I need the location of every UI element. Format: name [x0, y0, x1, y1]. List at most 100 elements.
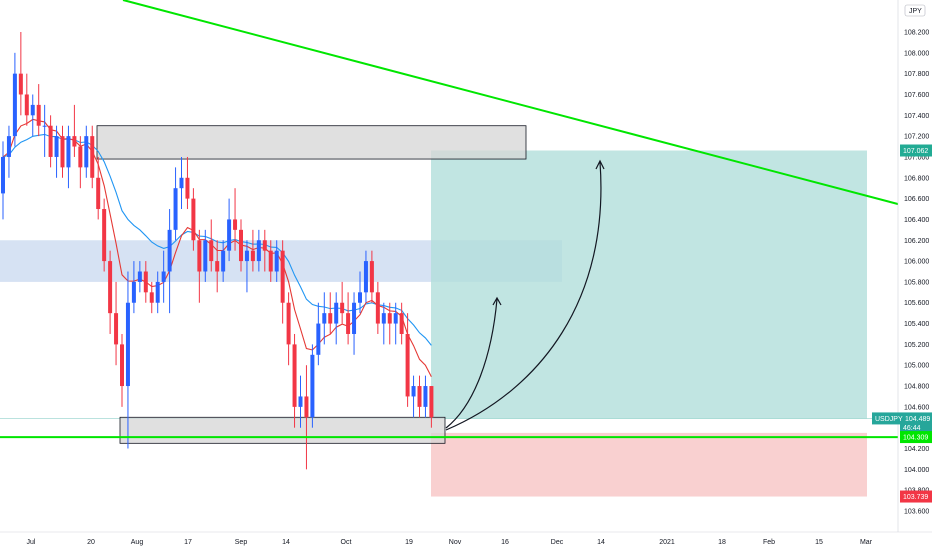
candle-body — [286, 302, 291, 345]
candle-body — [244, 250, 249, 262]
candle-body — [102, 209, 107, 262]
candle — [352, 292, 357, 355]
price-tag: 103.739 — [900, 490, 932, 503]
candle-body — [363, 261, 368, 293]
candle — [36, 84, 41, 137]
candle-body — [78, 146, 83, 168]
x-tick-label: 14 — [597, 539, 605, 546]
y-tick-label: 106.400 — [904, 217, 929, 224]
candle — [191, 188, 196, 251]
candle-body — [24, 94, 29, 116]
price-tag: USDJPY 104.489 — [872, 412, 932, 425]
candle — [429, 386, 434, 428]
candle — [167, 209, 172, 314]
candle-body — [215, 261, 220, 272]
candle-body — [155, 281, 160, 303]
candle-body — [96, 177, 101, 210]
candle — [405, 313, 410, 407]
arrow-head-short — [492, 296, 502, 306]
candle-body — [114, 313, 119, 345]
y-tick-label: 108.000 — [904, 50, 929, 57]
candle — [30, 94, 35, 137]
candle — [60, 125, 65, 178]
candle — [143, 261, 148, 303]
profit-zone — [431, 150, 867, 419]
candle-body — [12, 73, 17, 137]
candle — [1, 141, 5, 220]
x-tick-label: Feb — [763, 539, 775, 546]
candle-body — [340, 302, 345, 314]
candle — [90, 125, 95, 189]
candle-body — [262, 240, 267, 251]
candle — [221, 240, 226, 282]
price-tag-value: 107.062 — [903, 148, 928, 155]
candle — [48, 115, 53, 168]
candle-body — [316, 323, 321, 355]
price-axis-bg — [898, 0, 932, 550]
candle — [66, 125, 71, 189]
candle — [322, 292, 327, 345]
candle — [346, 292, 351, 345]
candle — [215, 240, 220, 293]
y-tick-label: 105.600 — [904, 300, 929, 307]
candle — [114, 281, 119, 366]
candle-body — [90, 136, 95, 178]
candle-body — [54, 136, 59, 157]
candle-body — [411, 386, 416, 397]
arrow-head-long — [595, 159, 605, 170]
candle-body — [30, 104, 35, 116]
candle — [334, 292, 339, 345]
candle — [340, 281, 345, 324]
price-tag-bg — [872, 412, 932, 425]
candle-body — [417, 386, 422, 407]
y-tick-label: 107.200 — [904, 134, 929, 141]
candle — [72, 104, 77, 157]
demand-zone — [119, 416, 446, 444]
candle — [286, 292, 291, 366]
candle — [108, 250, 113, 334]
loss-zone — [431, 432, 867, 497]
candle — [358, 271, 362, 314]
candle-body — [334, 302, 339, 324]
y-tick-label: 108.200 — [904, 30, 929, 37]
candles-layer — [1, 32, 434, 470]
x-tick-label: Jul — [27, 539, 36, 546]
candle — [393, 302, 398, 345]
x-tick-label: 14 — [282, 539, 290, 546]
y-tick-label: 107.800 — [904, 71, 929, 78]
zones-layer — [0, 125, 898, 497]
candle — [18, 32, 23, 116]
candle — [328, 292, 333, 334]
candle — [185, 156, 190, 210]
candle-body — [197, 240, 202, 272]
candle — [131, 261, 136, 314]
x-tick-label: Sep — [235, 539, 248, 546]
y-tick-label: 104.200 — [904, 446, 929, 453]
candle-body — [1, 156, 5, 194]
candle — [381, 302, 386, 345]
candle — [244, 240, 249, 293]
candle — [102, 198, 107, 272]
candle-body — [161, 271, 166, 282]
candle — [179, 156, 184, 210]
candle — [6, 125, 11, 178]
candle-body — [84, 136, 89, 168]
candle — [209, 219, 214, 272]
candle-body — [292, 344, 297, 407]
candle — [137, 261, 142, 293]
candle — [375, 281, 380, 334]
price-tag-value: 104.489 — [905, 416, 930, 423]
price-tag: 107.062 — [900, 144, 932, 157]
candle-body — [310, 354, 315, 418]
x-tick-label: Nov — [449, 539, 462, 546]
candle — [161, 250, 166, 303]
price-tag: 46:44 — [900, 421, 932, 434]
candle-body — [298, 396, 303, 407]
y-tick-label: 106.200 — [904, 238, 929, 245]
price-tag-value: 103.739 — [903, 494, 928, 501]
y-tick-label: 104.800 — [904, 384, 929, 391]
candle-body — [352, 302, 357, 334]
candle-body — [399, 313, 404, 334]
x-tick-label: Dec — [551, 539, 564, 546]
